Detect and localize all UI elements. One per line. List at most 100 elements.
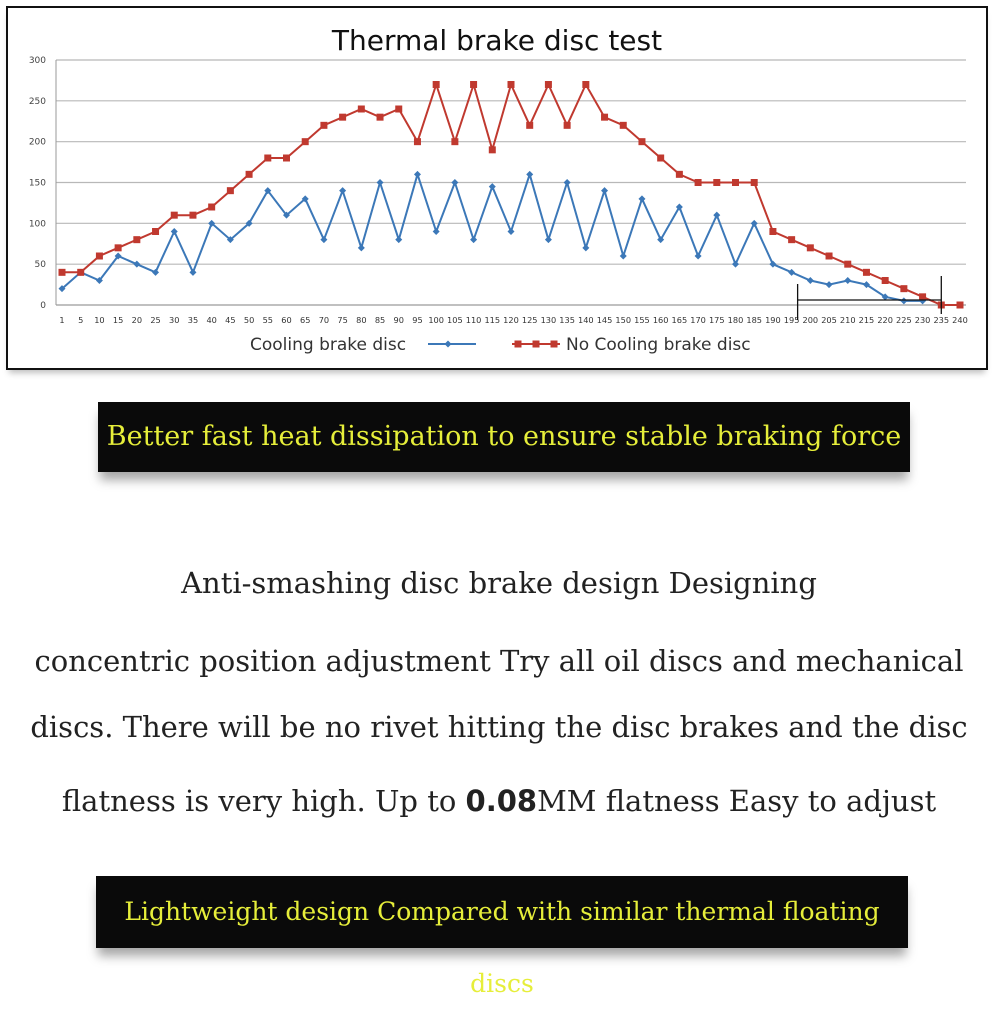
description-line-4: flatness is very high. Up to 0.08MM flat… xyxy=(0,784,998,818)
legend-marker-cooling xyxy=(444,340,452,348)
data-point xyxy=(226,236,234,244)
data-point xyxy=(95,277,103,284)
flatness-value: 0.08 xyxy=(465,784,538,818)
x-tick-label: 90 xyxy=(394,315,404,325)
data-point xyxy=(582,244,590,252)
data-point xyxy=(713,179,721,186)
x-tick-label: 75 xyxy=(337,315,347,325)
data-point xyxy=(395,236,403,244)
y-tick-label: 300 xyxy=(29,56,46,66)
banner-lightweight: Lightweight design Compared with similar… xyxy=(96,876,908,998)
x-tick-label: 80 xyxy=(356,315,366,325)
data-point xyxy=(619,121,627,129)
x-tick-label: 235 xyxy=(933,315,949,325)
data-point xyxy=(881,293,889,301)
x-tick-label: 45 xyxy=(225,315,235,325)
legend-label-cooling: Cooling brake disc xyxy=(250,335,406,355)
data-point xyxy=(601,187,609,195)
data-point xyxy=(694,252,702,260)
data-point xyxy=(301,195,309,203)
data-point xyxy=(881,277,889,284)
data-point xyxy=(58,285,66,293)
x-tick-label: 25 xyxy=(150,315,160,325)
x-tick-label: 175 xyxy=(709,315,725,325)
data-point xyxy=(170,228,178,235)
data-point xyxy=(133,260,141,268)
x-tick-label: 240 xyxy=(952,315,968,325)
data-point xyxy=(301,138,309,146)
data-point xyxy=(732,179,739,186)
data-point xyxy=(357,105,365,113)
data-point xyxy=(283,154,290,162)
data-point xyxy=(900,297,908,305)
description-line-2: concentric position adjustment Try all o… xyxy=(34,644,964,678)
x-tick-label: 55 xyxy=(263,315,273,325)
x-tick-label: 100 xyxy=(428,315,444,325)
x-tick-label: 230 xyxy=(915,315,931,325)
x-tick-label: 65 xyxy=(300,315,310,325)
x-tick-label: 70 xyxy=(319,315,329,325)
x-tick-label: 185 xyxy=(746,315,762,325)
data-point xyxy=(189,268,197,276)
data-point xyxy=(95,252,103,260)
y-tick-label: 200 xyxy=(29,138,46,148)
x-tick-label: 20 xyxy=(132,315,142,325)
data-point xyxy=(413,170,421,178)
data-point xyxy=(732,260,739,268)
x-tick-label: 15 xyxy=(113,315,123,325)
data-point xyxy=(638,195,646,203)
x-tick-label: 210 xyxy=(840,315,856,325)
x-tick-label: 110 xyxy=(466,315,482,325)
data-point xyxy=(339,113,347,121)
x-tick-label: 130 xyxy=(541,315,557,325)
data-point xyxy=(844,260,852,268)
data-point xyxy=(825,281,833,289)
x-tick-label: 145 xyxy=(597,315,613,325)
x-tick-label: 95 xyxy=(412,315,422,325)
x-tick-label: 40 xyxy=(206,315,216,325)
description-line-4-start: flatness is very high. Up to xyxy=(61,784,466,818)
data-point xyxy=(320,121,328,129)
description-line-4-end: MM flatness Easy to adjust xyxy=(537,784,937,818)
x-tick-label: 190 xyxy=(765,315,781,325)
x-tick-label: 220 xyxy=(877,315,893,325)
data-point xyxy=(451,179,459,186)
data-point xyxy=(58,268,66,276)
data-point xyxy=(544,236,552,244)
data-point xyxy=(470,81,478,88)
x-tick-label: 200 xyxy=(803,315,819,325)
data-point xyxy=(432,81,440,88)
data-point xyxy=(208,219,216,227)
x-tick-label: 85 xyxy=(375,315,385,325)
x-tick-label: 160 xyxy=(653,315,669,325)
x-tick-label: 125 xyxy=(522,315,538,325)
legend-marker-no-cooling xyxy=(514,340,522,348)
data-point xyxy=(563,179,571,186)
x-tick-label: 195 xyxy=(784,315,800,325)
data-point xyxy=(114,252,122,260)
data-point xyxy=(507,81,515,88)
data-point xyxy=(526,121,534,129)
data-point xyxy=(264,187,272,195)
data-point xyxy=(226,187,234,195)
x-tick-label: 5 xyxy=(78,315,83,325)
data-point xyxy=(713,211,721,219)
data-point xyxy=(694,179,702,186)
data-point xyxy=(133,236,141,244)
x-tick-label: 215 xyxy=(859,315,875,325)
data-point xyxy=(750,179,758,186)
data-point xyxy=(638,138,646,146)
data-point xyxy=(339,187,347,195)
data-point xyxy=(152,228,160,235)
data-point xyxy=(563,121,571,129)
data-point xyxy=(152,268,160,276)
data-point xyxy=(788,268,796,276)
series-line-1 xyxy=(62,81,960,306)
data-point xyxy=(769,228,777,235)
chart-title: Thermal brake disc test xyxy=(331,24,663,57)
data-point xyxy=(283,211,290,219)
data-point xyxy=(844,277,852,284)
banner-heat-dissipation: Better fast heat dissipation to ensure s… xyxy=(98,402,910,472)
data-point xyxy=(264,154,272,162)
data-point xyxy=(77,268,85,276)
